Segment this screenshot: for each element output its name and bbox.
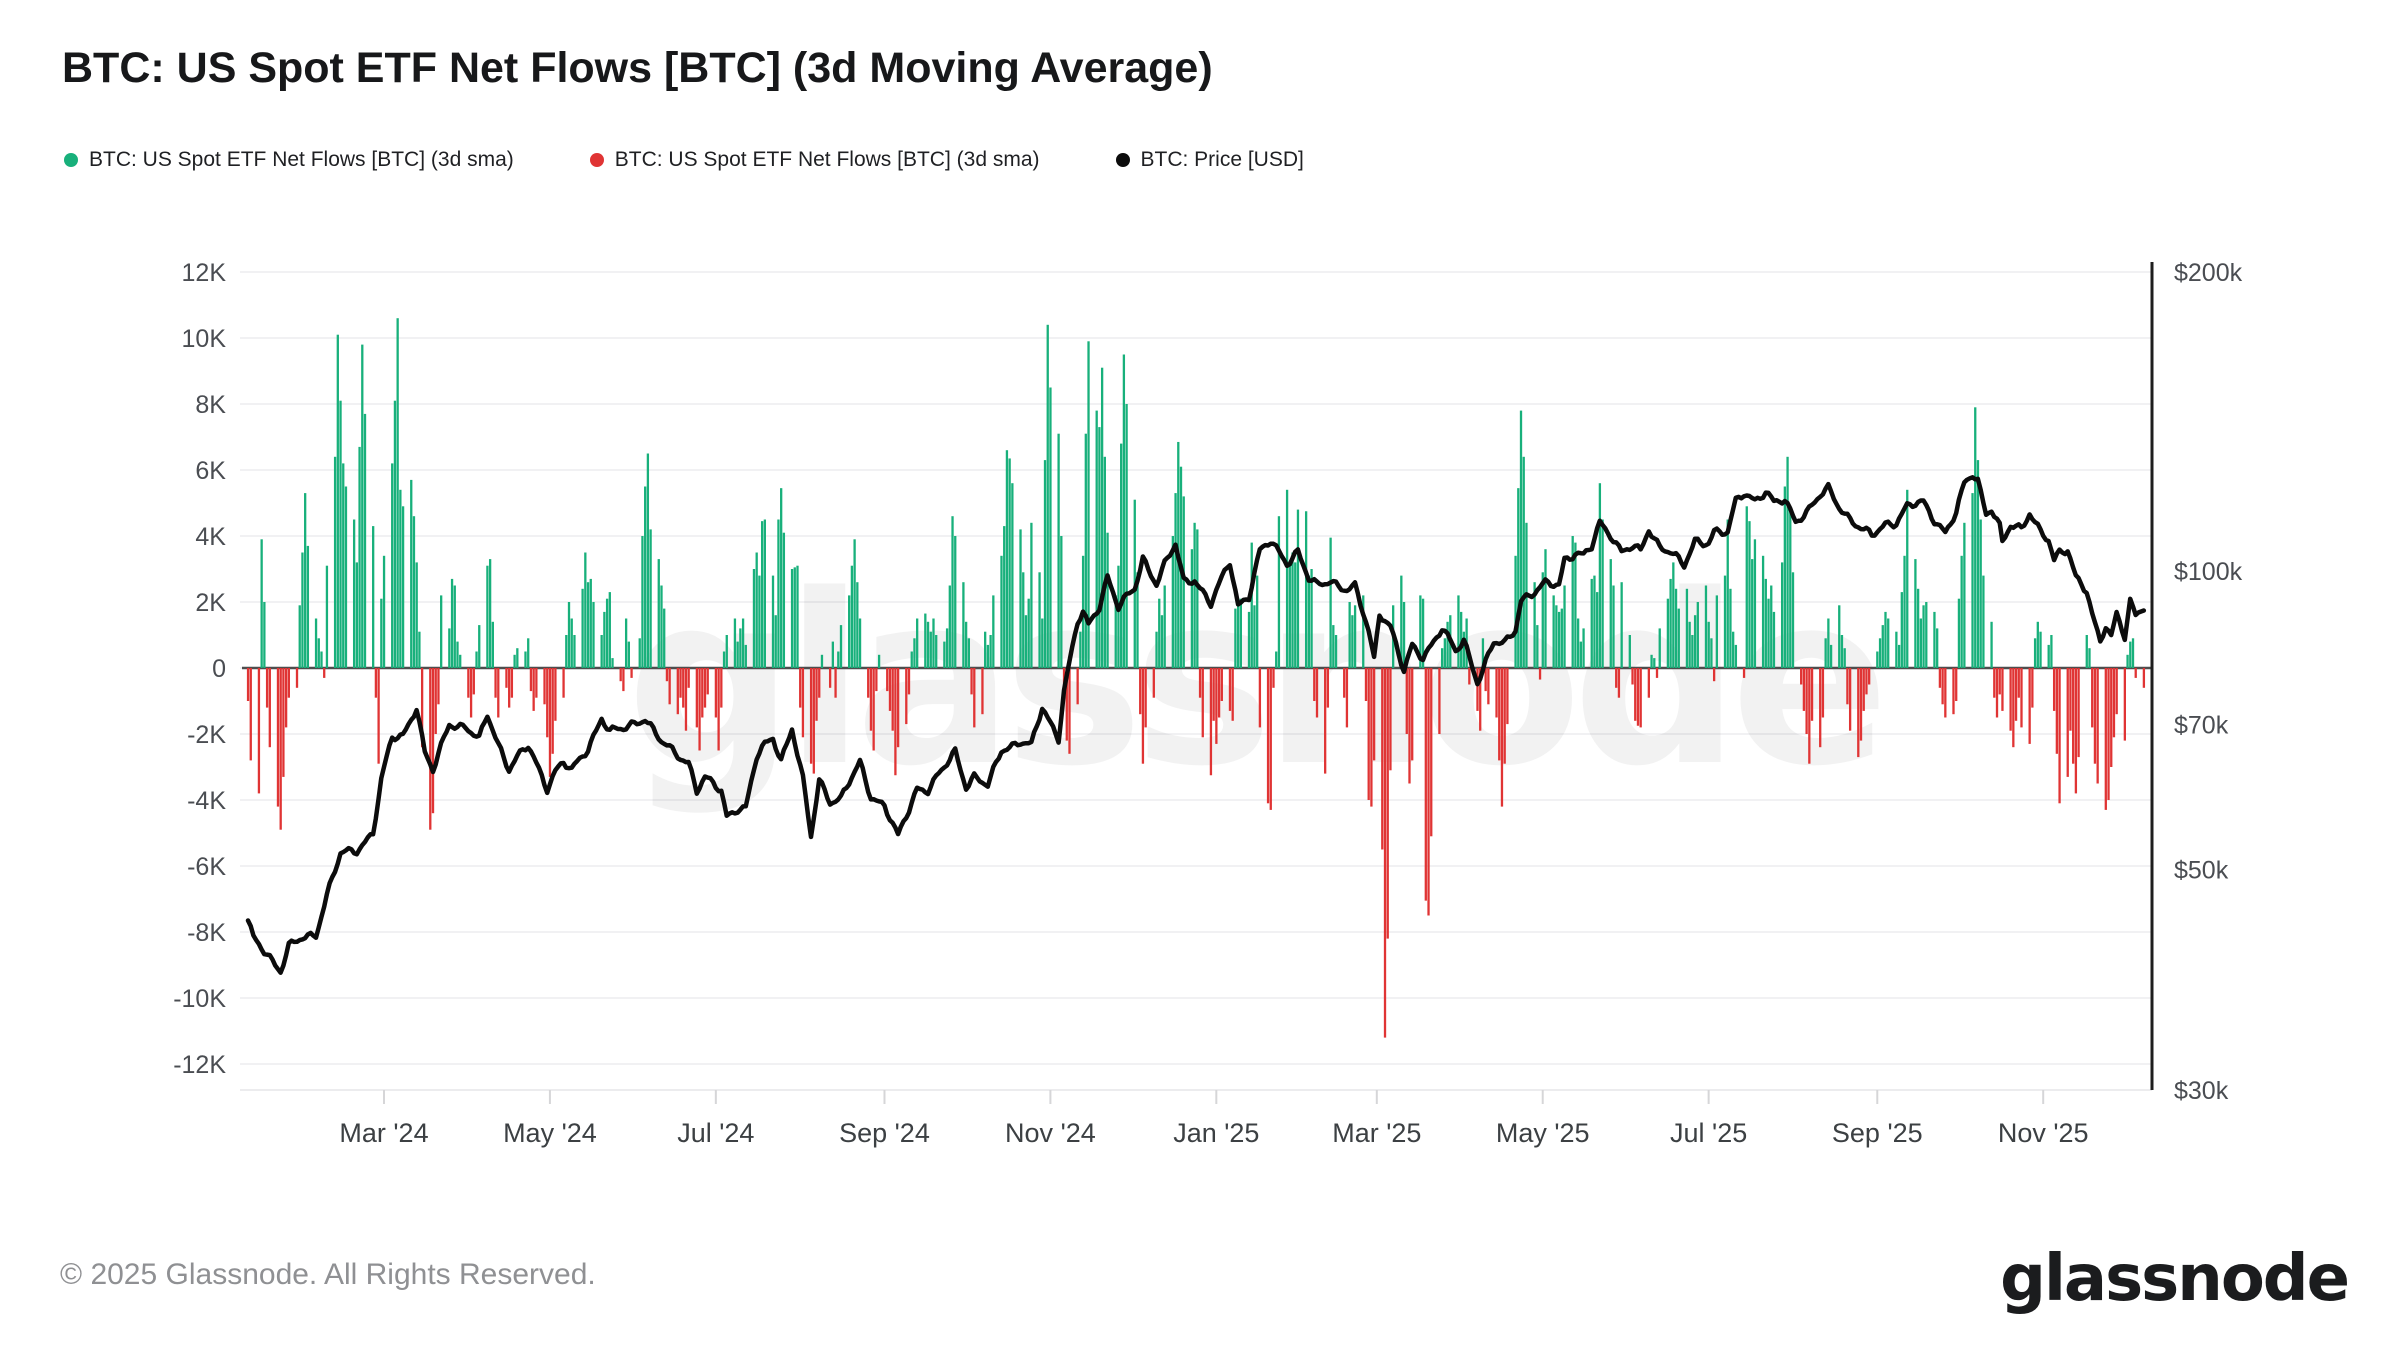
svg-text:Sep '24: Sep '24 (839, 1118, 930, 1148)
legend-item-netflows-positive[interactable]: BTC: US Spot ETF Net Flows [BTC] (3d sma… (64, 148, 514, 172)
svg-text:Jan '25: Jan '25 (1173, 1118, 1259, 1148)
svg-text:2K: 2K (195, 589, 226, 617)
svg-text:Jul '25: Jul '25 (1670, 1118, 1747, 1148)
svg-text:0: 0 (212, 655, 226, 683)
svg-text:$70k: $70k (2174, 712, 2229, 740)
svg-text:-10K: -10K (173, 985, 226, 1013)
svg-text:4K: 4K (195, 523, 226, 551)
svg-text:8K: 8K (195, 391, 226, 419)
svg-text:May '24: May '24 (503, 1118, 597, 1148)
legend-dot-green-icon (64, 153, 78, 167)
legend-label: BTC: US Spot ETF Net Flows [BTC] (3d sma… (614, 148, 1040, 171)
svg-text:$200k: $200k (2174, 259, 2243, 287)
svg-text:6K: 6K (195, 457, 226, 485)
svg-text:-6K: -6K (187, 853, 226, 881)
gridlines (240, 271, 2152, 1091)
legend-item-price[interactable]: BTC: Price [USD] (1115, 148, 1304, 172)
svg-text:Mar '25: Mar '25 (1332, 1118, 1421, 1148)
footer-copyright: © 2025 Glassnode. All Rights Reserved. (60, 1258, 596, 1291)
right-axis-labels: $200k $100k $70k $50k $30k (2174, 259, 2243, 1105)
svg-text:$100k: $100k (2174, 558, 2243, 586)
legend-label: BTC: Price [USD] (1140, 148, 1304, 171)
svg-text:-8K: -8K (187, 919, 226, 947)
legend-item-netflows-negative[interactable]: BTC: US Spot ETF Net Flows [BTC] (3d sma… (589, 148, 1040, 172)
svg-text:May '25: May '25 (1496, 1118, 1590, 1148)
svg-text:12K: 12K (182, 259, 227, 287)
svg-text:-12K: -12K (173, 1051, 226, 1079)
page-title: BTC: US Spot ETF Net Flows [BTC] (3d Mov… (62, 44, 1213, 92)
svg-text:-4K: -4K (187, 787, 226, 815)
svg-text:Jul '24: Jul '24 (677, 1118, 754, 1148)
glassnode-logo: glassnode (2000, 1242, 2350, 1316)
x-axis-labels: Mar '24 May '24 Jul '24 Sep '24 Nov '24 Jan '… (339, 1090, 2089, 1148)
svg-text:Nov '24: Nov '24 (1005, 1118, 1096, 1148)
svg-text:$30k: $30k (2174, 1077, 2229, 1105)
left-axis-labels: 12K 10K 8K 6K 4K 2K 0 -2K -4K -6K -8K -10K -12K (173, 259, 226, 1079)
svg-text:Sep '25: Sep '25 (1832, 1118, 1923, 1148)
svg-text:Mar '24: Mar '24 (339, 1118, 428, 1148)
legend-dot-red-icon (589, 153, 604, 167)
svg-text:$50k: $50k (2174, 857, 2229, 885)
svg-text:Nov '25: Nov '25 (1998, 1118, 2089, 1148)
price-line (245, 475, 2147, 975)
legend-label: BTC: US Spot ETF Net Flows [BTC] (3d sma… (89, 148, 514, 171)
svg-text:10K: 10K (182, 325, 227, 353)
legend-dot-black-icon (1115, 153, 1130, 167)
chart-legend: BTC: US Spot ETF Net Flows [BTC] (3d sma… (64, 148, 1380, 172)
svg-text:-2K: -2K (187, 721, 226, 749)
